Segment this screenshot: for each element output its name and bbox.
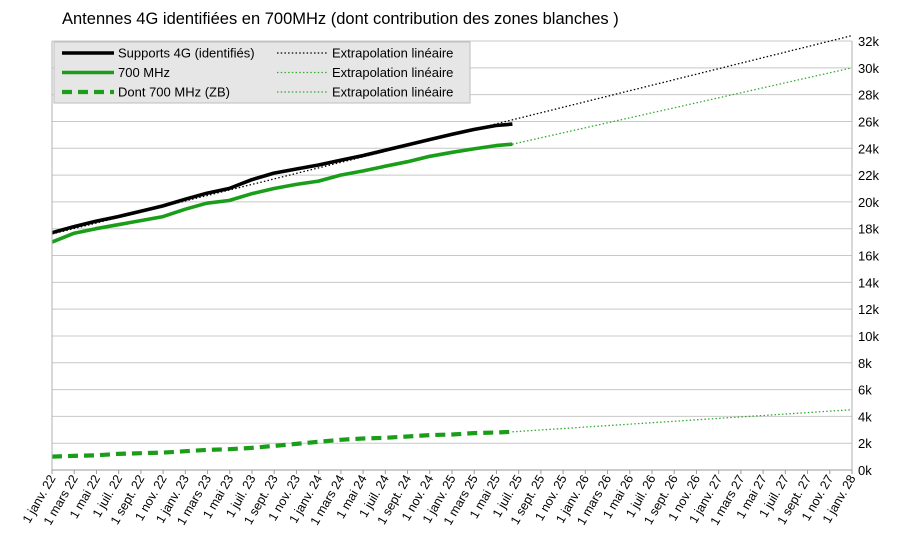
y-tick-label: 16k bbox=[858, 249, 879, 264]
extrapolation-line bbox=[51, 34, 853, 235]
y-tick-label: 10k bbox=[858, 329, 879, 344]
extrapolation-line bbox=[512, 409, 853, 433]
y-tick-label: 14k bbox=[858, 275, 879, 290]
y-tick-label: 26k bbox=[858, 114, 879, 129]
y-tick-label: 30k bbox=[858, 61, 879, 76]
series-lines bbox=[51, 34, 853, 459]
y-tick-label: 8k bbox=[858, 356, 872, 371]
y-tick-label: 18k bbox=[858, 222, 879, 237]
legend-label: 700 MHz bbox=[118, 65, 170, 80]
legend-box bbox=[53, 41, 471, 104]
y-tick-label: 22k bbox=[858, 168, 879, 183]
y-tick-label: 12k bbox=[858, 302, 879, 317]
legend-label: Extrapolation linéaire bbox=[332, 46, 453, 61]
legend-label: Extrapolation linéaire bbox=[332, 65, 453, 80]
y-tick-label: 6k bbox=[858, 383, 872, 398]
chart-title: Antennes 4G identifiées en 700MHz (dont … bbox=[62, 10, 619, 28]
series-line bbox=[51, 142, 513, 244]
legend: Supports 4G (identifiés) Extrapolation li… bbox=[53, 41, 471, 104]
y-tick-label: 0k bbox=[858, 463, 872, 478]
y-tick-label: 28k bbox=[858, 88, 879, 103]
y-tick-label: 24k bbox=[858, 141, 879, 156]
extrapolation-line bbox=[512, 67, 853, 145]
y-tick-label: 2k bbox=[858, 436, 872, 451]
y-tick-label: 4k bbox=[858, 409, 872, 424]
series-line bbox=[51, 429, 513, 459]
legend-label: Dont 700 MHz (ZB) bbox=[118, 85, 230, 100]
y-tick-label: 20k bbox=[858, 195, 879, 210]
legend-label: Supports 4G (identifiés) bbox=[118, 46, 255, 61]
legend-label: Extrapolation linéaire bbox=[332, 85, 453, 100]
gridlines bbox=[52, 40, 852, 471]
y-tick-label: 32k bbox=[858, 34, 879, 49]
